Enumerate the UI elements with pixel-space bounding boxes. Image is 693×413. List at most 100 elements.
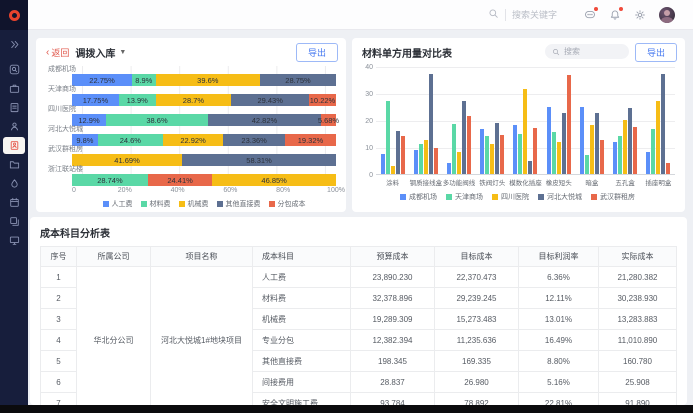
bar[interactable] <box>651 129 656 174</box>
bar[interactable] <box>666 163 671 174</box>
legend-item[interactable]: 材料费 <box>140 199 171 209</box>
sidebar-item-layers[interactable] <box>3 213 25 230</box>
bar-segment[interactable]: 22.75% <box>72 74 133 86</box>
sidebar-item-monitor[interactable] <box>3 232 25 249</box>
bar-segment[interactable]: 13.9% <box>118 94 156 106</box>
bar[interactable] <box>628 107 633 174</box>
bar[interactable] <box>452 124 457 174</box>
bar[interactable] <box>413 149 418 174</box>
bar[interactable] <box>400 136 405 174</box>
bar[interactable] <box>633 126 638 174</box>
bar-segment[interactable]: 24.6% <box>97 134 163 146</box>
bar[interactable] <box>646 152 651 174</box>
bar[interactable] <box>623 120 628 174</box>
bar[interactable] <box>380 153 385 174</box>
legend-item[interactable]: 成都机场 <box>400 192 437 202</box>
global-search[interactable]: 搜索关键字 <box>488 6 557 24</box>
bar[interactable] <box>533 128 538 174</box>
bar-segment[interactable]: 39.6% <box>155 74 261 86</box>
sidebar-item-cost-module[interactable] <box>3 137 25 154</box>
bar[interactable] <box>462 101 467 174</box>
export-button-right[interactable]: 导出 <box>634 43 677 62</box>
bar[interactable] <box>618 136 623 174</box>
bar-segment[interactable]: 22.92% <box>162 134 224 146</box>
bar[interactable] <box>395 130 400 174</box>
legend-item[interactable]: 人工费 <box>102 199 133 209</box>
bar[interactable] <box>513 125 518 174</box>
sidebar-item-expand[interactable] <box>3 36 25 53</box>
bar-segment[interactable]: 24.41% <box>147 174 213 186</box>
user-avatar[interactable] <box>659 6 675 23</box>
bar[interactable] <box>485 136 490 174</box>
bar[interactable] <box>528 160 533 174</box>
bar-segment[interactable]: 28.7% <box>155 94 232 106</box>
bar[interactable] <box>546 106 551 174</box>
bar-segment[interactable]: 23.36% <box>223 134 285 146</box>
bar-segment[interactable]: 17.75% <box>72 94 119 106</box>
legend-item[interactable]: 天津商场 <box>446 192 483 202</box>
back-button[interactable]: 返回 <box>51 48 70 58</box>
bar-segment[interactable]: 19.32% <box>284 134 336 146</box>
bar[interactable] <box>500 134 505 174</box>
legend-item[interactable]: 分包成本 <box>268 199 306 209</box>
chevron-down-icon[interactable]: ▼ <box>119 49 127 56</box>
bar[interactable] <box>594 113 599 174</box>
sidebar-item-search[interactable] <box>3 61 25 78</box>
bar-segment[interactable]: 41.69% <box>72 154 183 166</box>
sidebar-item-calendar[interactable] <box>3 194 25 211</box>
bar-segment[interactable]: 8.9% <box>132 74 156 86</box>
bar-segment[interactable]: 12.9% <box>72 114 107 126</box>
legend-item[interactable]: 武汉群租房 <box>591 192 635 202</box>
bar[interactable] <box>418 144 423 174</box>
bar-segment[interactable]: 42.82% <box>207 114 321 126</box>
bar-segment[interactable]: 5.68% <box>317 114 340 126</box>
bar[interactable] <box>457 152 462 174</box>
bar[interactable] <box>480 129 485 174</box>
bar-segment[interactable]: 29.43% <box>231 94 309 106</box>
bar[interactable] <box>556 141 561 174</box>
bar-segment[interactable]: 38.6% <box>106 114 208 126</box>
sidebar-item-folder[interactable] <box>3 156 25 173</box>
bar[interactable] <box>656 101 661 174</box>
bar[interactable] <box>447 163 452 174</box>
export-button-left[interactable]: 导出 <box>295 43 338 62</box>
bar[interactable] <box>390 165 395 174</box>
sidebar-item-clipboard[interactable] <box>3 99 25 116</box>
bar[interactable] <box>518 133 523 174</box>
bar-segment[interactable]: 9.8% <box>72 134 98 146</box>
sidebar-item-user[interactable] <box>3 118 25 135</box>
bar[interactable] <box>495 122 500 174</box>
bar[interactable] <box>385 101 390 174</box>
bar[interactable] <box>433 148 438 174</box>
legend-item[interactable]: 其他直接费 <box>216 199 261 209</box>
bar[interactable] <box>661 74 666 174</box>
back-chevron-icon[interactable]: ‹ <box>46 47 50 58</box>
legend-item[interactable]: 四川医院 <box>492 192 529 202</box>
app-logo[interactable] <box>0 0 28 30</box>
sidebar-item-droplet[interactable] <box>3 175 25 192</box>
bar[interactable] <box>428 74 433 174</box>
legend-item[interactable]: 河北大悦城 <box>538 192 582 202</box>
bar[interactable] <box>467 115 472 174</box>
bar[interactable] <box>423 140 428 174</box>
bar[interactable] <box>490 144 495 174</box>
bar-segment[interactable]: 28.74% <box>72 174 148 186</box>
gear-button[interactable] <box>634 9 646 21</box>
bar[interactable] <box>613 141 618 174</box>
bar-segment[interactable]: 46.85% <box>212 174 336 186</box>
message-button[interactable] <box>584 6 598 21</box>
bell-button[interactable] <box>609 6 623 21</box>
bar-segment[interactable]: 58.31% <box>182 154 336 166</box>
legend-item[interactable]: 机械费 <box>178 199 209 209</box>
bar[interactable] <box>599 140 604 174</box>
bar[interactable] <box>523 88 528 174</box>
sidebar-item-briefcase[interactable] <box>3 80 25 97</box>
bar-segment[interactable]: 10.22% <box>309 94 336 106</box>
bar[interactable] <box>584 155 589 174</box>
panel-search-input[interactable]: 搜索 <box>545 44 629 59</box>
bar[interactable] <box>579 106 584 174</box>
bar[interactable] <box>566 75 571 174</box>
bar-segment[interactable]: 28.75% <box>260 74 336 86</box>
bar[interactable] <box>589 125 594 174</box>
bar[interactable] <box>551 132 556 174</box>
